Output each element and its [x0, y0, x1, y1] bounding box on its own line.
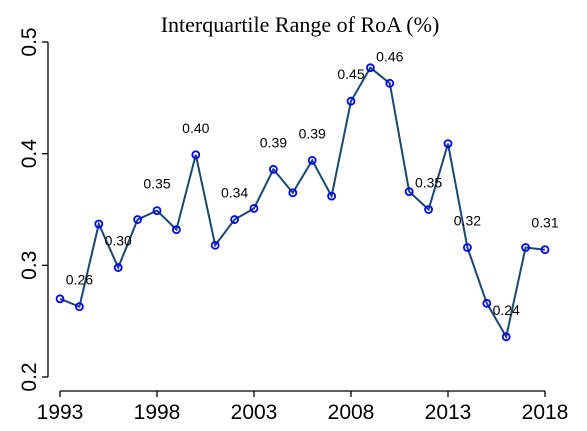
value-label: 0.32 — [454, 212, 481, 228]
marker — [288, 188, 298, 198]
marker — [75, 302, 84, 312]
value-label: 0.35 — [143, 176, 170, 192]
marker — [152, 206, 162, 216]
y-tick-label: 0.5 — [18, 27, 41, 56]
marker — [462, 243, 472, 252]
value-label: 0.39 — [260, 134, 287, 150]
marker — [191, 150, 201, 160]
marker — [540, 245, 550, 255]
x-tick-label: 2018 — [522, 401, 569, 424]
value-label: 0.40 — [182, 120, 209, 136]
value-label: 0.34 — [221, 185, 248, 201]
value-label: 0.30 — [105, 233, 132, 249]
value-label: 0.31 — [531, 215, 558, 231]
marker — [133, 215, 143, 224]
x-tick-label: 2003 — [231, 401, 278, 424]
value-label: 0.24 — [493, 302, 520, 318]
line — [59, 66, 546, 340]
marker — [55, 294, 65, 304]
marker — [249, 203, 259, 213]
x-tick-label: 2008 — [328, 401, 375, 424]
marker — [424, 205, 434, 214]
marker — [230, 215, 240, 224]
marker — [171, 225, 181, 235]
marker — [307, 155, 317, 165]
value-label: 0.26 — [66, 272, 93, 288]
marker — [501, 332, 511, 342]
y-tick-label: 0.2 — [18, 362, 41, 391]
value-label: 0.35 — [415, 175, 442, 191]
value-label: 0.45 — [337, 66, 364, 82]
marker — [365, 63, 375, 73]
chart-title: Interquartile Range of RoA (%) — [161, 12, 440, 37]
value-label: 0.39 — [299, 125, 326, 141]
marker — [521, 243, 530, 252]
marker — [404, 187, 414, 197]
x-tick-label: 1993 — [37, 401, 84, 424]
y-tick-label: 0.4 — [18, 139, 41, 169]
marker — [443, 139, 453, 149]
marker — [94, 219, 104, 229]
marker — [113, 263, 123, 272]
marker — [210, 240, 220, 250]
x-tick-label: 1998 — [134, 401, 181, 424]
marker — [482, 298, 492, 308]
marker — [385, 78, 395, 88]
marker — [268, 164, 278, 174]
x-tick-label: 2013 — [425, 401, 472, 424]
y-tick-label: 0.3 — [18, 251, 41, 280]
marker — [327, 191, 337, 201]
value-label: 0.46 — [376, 48, 403, 64]
marker — [346, 96, 356, 106]
